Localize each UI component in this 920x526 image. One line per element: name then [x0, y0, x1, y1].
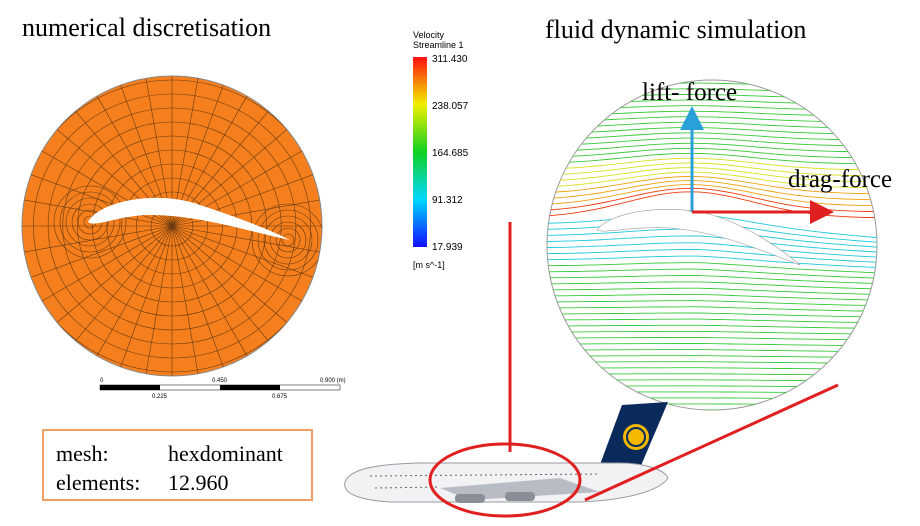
- legend-subtitle: Streamline 1: [413, 40, 464, 50]
- legend-tick: 91.312: [432, 195, 463, 206]
- color-bar: [413, 57, 427, 247]
- elements-value: 12.960: [168, 470, 229, 495]
- elements-key: elements:: [56, 470, 140, 495]
- legend-tick: 164.685: [432, 148, 469, 159]
- legend-tick: 238.057: [432, 101, 469, 112]
- airplane: [345, 402, 668, 503]
- flow-disc: [547, 80, 877, 410]
- drag-label: drag-force: [788, 166, 892, 193]
- mesh-key: mesh:: [56, 441, 109, 466]
- scale-label: 0.900 (m): [320, 378, 346, 384]
- legend-tick: 311.430: [432, 54, 468, 65]
- legend-tick: 17.939: [432, 242, 463, 253]
- scale-bar: [100, 385, 340, 390]
- scale-label: 0.450: [212, 378, 228, 384]
- right-title: fluid dynamic simulation: [545, 15, 806, 44]
- scale-label: 0.675: [272, 394, 288, 400]
- legend-title: Velocity: [413, 30, 445, 40]
- lift-label: lift- force: [642, 79, 737, 106]
- left-title: numerical discretisation: [22, 13, 271, 42]
- mesh-value: hexdominant: [168, 441, 283, 466]
- mesh-lines: [12, 66, 332, 386]
- scale-label: 0: [100, 378, 104, 384]
- legend-unit: [m s^-1]: [413, 260, 445, 270]
- scale-label: 0.225: [152, 394, 168, 400]
- figure: numerical discretisation 0 0.450 0.900 (…: [0, 0, 920, 526]
